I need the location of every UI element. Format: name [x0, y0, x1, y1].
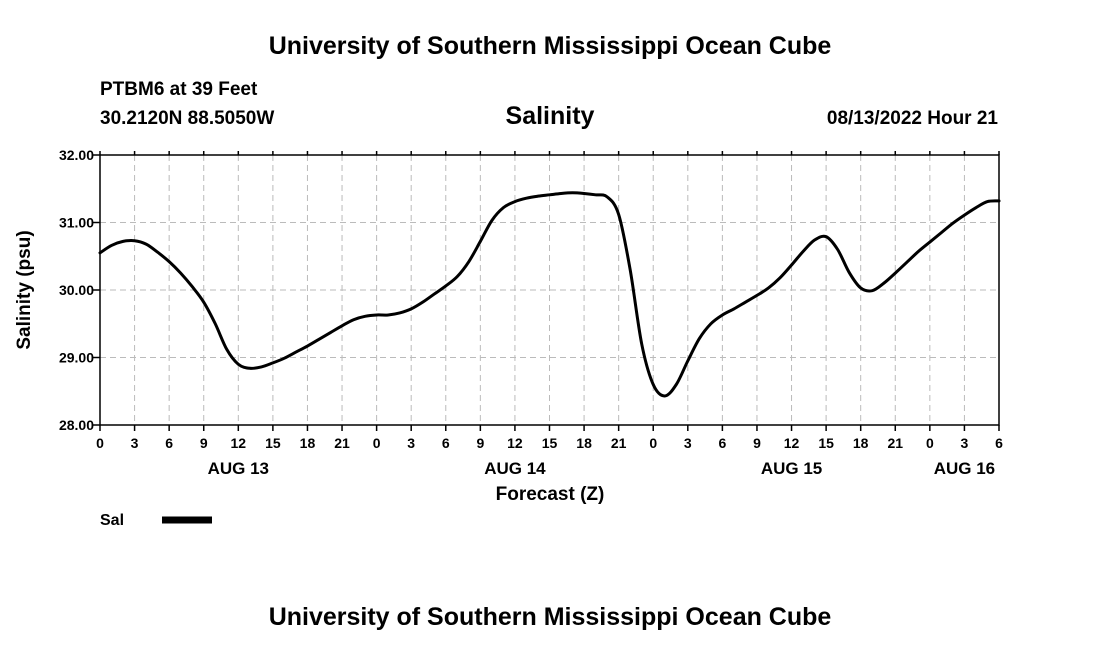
x-axis-label: Forecast (Z) — [496, 484, 605, 505]
legend-label: Sal — [100, 512, 124, 529]
forecast-datetime: 08/13/2022 Hour 21 — [827, 108, 999, 129]
y-tick-label: 32.00 — [59, 147, 94, 163]
x-tick-label: 21 — [334, 435, 350, 451]
date-label: AUG 14 — [484, 459, 546, 478]
x-tick-label: 3 — [131, 435, 139, 451]
plot-frame — [99, 154, 1000, 426]
y-tick-label: 30.00 — [59, 282, 94, 298]
x-tick-label: 21 — [611, 435, 627, 451]
y-tick-label: 28.00 — [59, 417, 94, 433]
date-label: AUG 13 — [208, 459, 269, 478]
y-axis-ticks: 28.00 29.00 30.00 31.00 32.00 — [59, 147, 100, 433]
y-tick-label: 29.00 — [59, 350, 94, 366]
footer-title: University of Southern Mississippi Ocean… — [269, 603, 832, 631]
x-tick-label: 6 — [442, 435, 450, 451]
x-tick-label: 9 — [200, 435, 208, 451]
y-axis-label: Salinity (psu) — [14, 230, 35, 349]
x-tick-label: 6 — [165, 435, 173, 451]
x-tick-label: 12 — [507, 435, 523, 451]
x-tick-label: 18 — [853, 435, 869, 451]
x-tick-label: 0 — [96, 435, 104, 451]
chart-title: Salinity — [506, 102, 595, 130]
data-series — [98, 191, 1001, 398]
page-title: University of Southern Mississippi Ocean… — [269, 32, 832, 60]
x-tick-label: 9 — [476, 435, 484, 451]
x-tick-label: 12 — [784, 435, 800, 451]
x-tick-label: 18 — [576, 435, 592, 451]
station-label: PTBM6 at 39 Feet — [100, 79, 258, 100]
grid-lines — [99, 154, 1000, 426]
date-label: AUG 16 — [934, 459, 995, 478]
x-tick-label: 6 — [995, 435, 1003, 451]
x-tick-label: 15 — [542, 435, 558, 451]
x-tick-label: 3 — [961, 435, 969, 451]
x-tick-label: 0 — [649, 435, 657, 451]
x-tick-label: 6 — [718, 435, 726, 451]
x-tick-label: 21 — [887, 435, 903, 451]
x-tick-label: 18 — [300, 435, 316, 451]
x-tick-label: 15 — [818, 435, 834, 451]
x-tick-label: 9 — [753, 435, 761, 451]
x-tick-label: 12 — [231, 435, 247, 451]
x-tick-label: 0 — [926, 435, 934, 451]
date-label: AUG 15 — [761, 459, 822, 478]
y-tick-label: 31.00 — [59, 215, 94, 231]
station-coordinates: 30.2120N 88.5050W — [100, 108, 274, 129]
date-labels: AUG 13 AUG 14 AUG 15 AUG 16 — [208, 459, 996, 478]
x-tick-label: 3 — [407, 435, 415, 451]
x-tick-label: 0 — [373, 435, 381, 451]
x-tick-label: 15 — [265, 435, 281, 451]
x-tick-label: 3 — [684, 435, 692, 451]
